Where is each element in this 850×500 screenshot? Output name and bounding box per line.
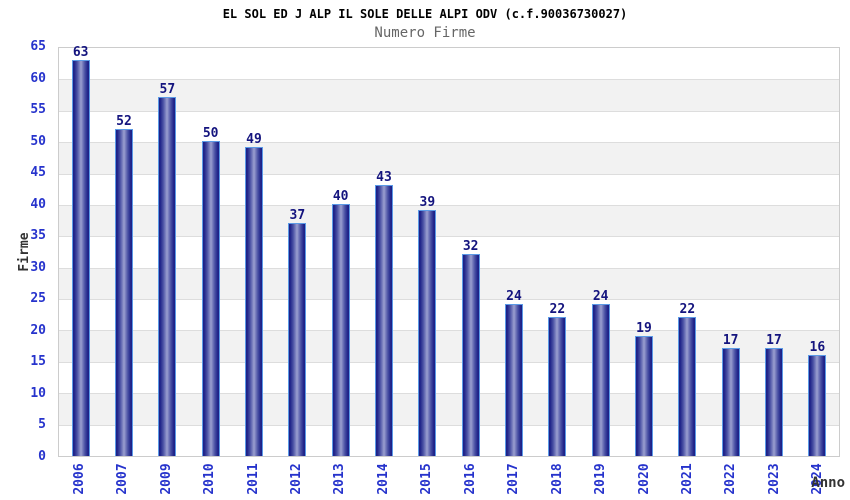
x-tick-label: 2018 [549,463,565,495]
x-axis: 2006 2007 2009 2010 2011 2012 2013 2014 2015 2016… [58,457,840,500]
bar [504,304,523,456]
bar-value-label: 39 [419,195,436,211]
bar [201,141,220,456]
plot-band [59,393,839,425]
y-tick-label: 45 [30,165,46,181]
bar-value-label: 22 [679,301,696,317]
x-tick-label: 2020 [636,463,652,495]
gridline [59,299,839,301]
gridline [59,142,839,144]
chart-subtitle: Numero Firme [374,25,476,41]
x-tick-label: 2023 [766,463,782,495]
bar-value-label: 24 [506,289,522,305]
bar-value-label: 19 [636,320,652,336]
bar-value-label: 32 [462,239,479,255]
bar-value-label: 22 [549,301,566,317]
y-tick-label: 25 [30,291,46,307]
gridline [59,267,839,269]
gridline [59,330,839,332]
bar [635,335,653,456]
x-tick-label: 2015 [419,463,435,495]
bar-value-label: 52 [116,113,132,129]
gridline [59,361,839,363]
y-tick-label: 50 [30,133,46,149]
bar-value-label: 17 [766,333,782,349]
plot-band [59,330,839,362]
bar [245,147,263,456]
bar-value-label: 50 [202,126,219,142]
x-tick-label: 2010 [202,463,218,495]
bar-value-label: 17 [722,333,739,349]
plot-band [59,142,839,174]
bar [375,185,393,456]
x-tick-label: 2013 [332,463,348,495]
bar-value-label: 63 [72,44,89,60]
bar [721,348,740,456]
y-tick-label: 10 [30,385,46,401]
plot-band [59,267,839,300]
y-tick-label: 35 [30,228,46,244]
gridline [59,424,839,426]
x-tick-label: 2011 [245,463,261,495]
bar [678,316,697,456]
bar-value-label: 24 [592,289,609,305]
x-axis-title: Anno [811,475,845,491]
x-tick-label: 2022 [723,463,739,495]
x-tick-label: 2012 [288,463,304,495]
bar-value-label: 40 [332,188,349,204]
bar [461,254,480,456]
x-tick-label: 2014 [375,463,391,495]
y-tick-label: 40 [30,196,46,212]
y-tick-label: 0 [38,449,46,464]
bar [114,128,133,456]
gridline [59,110,839,112]
bar-value-label: 37 [289,207,306,223]
x-tick-label: 2021 [679,463,695,495]
bar-value-label: 16 [809,339,826,355]
x-tick-label: 2017 [506,463,522,495]
y-tick-label: 65 [30,39,46,54]
y-tick-label: 30 [30,259,46,275]
gridline [59,204,839,206]
x-tick-label: 2006 [71,463,87,495]
x-tick-label: 2016 [462,463,478,495]
bar-value-label: 57 [159,82,176,98]
y-tick-label: 60 [30,70,46,86]
bar [764,348,783,456]
x-tick-label: 2009 [158,463,174,495]
y-tick-label: 20 [30,322,46,338]
gridline [59,79,839,81]
plot-area: 63 52 57 50 49 37 40 43 39 32 24 22 24 19 22 17 17 16 [58,44,840,457]
chart-title: EL SOL ED J ALP IL SOLE DELLE ALPI ODV (… [222,7,628,21]
bar [418,210,437,456]
y-tick-label: 15 [30,354,46,370]
bar [548,316,567,456]
gridline [59,173,839,175]
bar-value-label: 49 [246,132,262,148]
bar [591,304,610,456]
bar-value-label: 43 [376,170,392,186]
y-tick-label: 5 [38,417,46,433]
gridline [59,393,839,395]
plot-band [59,79,839,111]
x-tick-label: 2007 [115,463,131,495]
bar [808,354,827,456]
gridline [59,236,839,238]
y-tick-label: 55 [30,102,46,118]
plot-band [59,204,839,237]
bar [71,59,90,456]
bar [288,222,307,456]
bar [158,97,177,456]
bar [331,203,350,456]
x-tick-label: 2019 [593,463,609,495]
